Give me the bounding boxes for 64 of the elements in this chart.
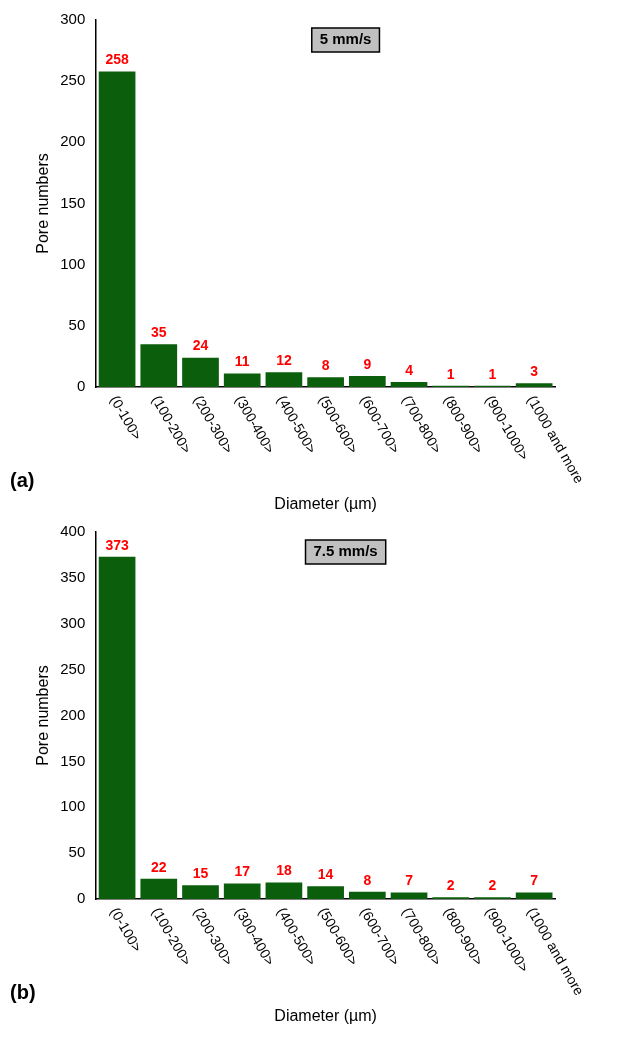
y-axis-title: Pore numbers [34, 665, 52, 766]
bar [182, 885, 219, 899]
bar [140, 878, 178, 899]
data-label: 8 [321, 357, 330, 374]
y-tick-label: 350 [60, 568, 86, 586]
text: (a) [10, 469, 35, 491]
data-label: 7 [530, 872, 539, 889]
data-label: 17 [234, 863, 251, 880]
data-label: 11 [234, 353, 250, 370]
data-label: 15 [192, 865, 209, 882]
data-label: 24 [192, 337, 209, 354]
y-tick-label: 100 [60, 254, 86, 272]
data-label: 35 [151, 324, 167, 341]
bar [223, 883, 261, 899]
bar [390, 382, 428, 387]
y-tick-label: 400 [60, 522, 86, 540]
bar [265, 882, 303, 899]
y-tick-label: 150 [60, 751, 86, 769]
y-tick-label: 100 [60, 797, 86, 815]
bar [515, 383, 553, 387]
data-label: 14 [317, 866, 334, 883]
data-label: 1 [488, 365, 497, 382]
data-label: 3 [530, 363, 539, 380]
y-tick-label: 0 [76, 377, 86, 395]
y-tick-label: 50 [68, 315, 86, 333]
data-label: 9 [363, 355, 372, 372]
bar [98, 556, 136, 899]
y-tick-label: 200 [60, 705, 86, 723]
data-label: 373 [105, 536, 129, 553]
x-axis-title: Diameter (µm) [274, 1007, 377, 1024]
data-label: 7 [405, 872, 414, 889]
y-tick-label: 300 [60, 10, 86, 28]
data-label: 2 [488, 877, 497, 894]
bar [98, 71, 136, 387]
bar [182, 357, 219, 387]
data-label: 2 [446, 877, 455, 894]
data-label: 8 [363, 871, 372, 888]
data-label: 22 [151, 858, 167, 875]
data-label: 12 [276, 352, 292, 369]
y-tick-label: 0 [76, 889, 86, 907]
y-tick-label: 250 [60, 659, 86, 677]
data-label: 18 [276, 862, 292, 879]
text: (b) [10, 981, 36, 1003]
bar [348, 375, 386, 387]
bar [140, 344, 178, 387]
bar [390, 892, 428, 899]
y-tick-label: 150 [60, 193, 86, 211]
bar [307, 886, 344, 899]
bar [348, 891, 386, 899]
bar [307, 377, 344, 387]
y-tick-label: 300 [60, 613, 86, 631]
text: 7.5 mm/s [313, 542, 378, 560]
y-tick-label: 250 [60, 71, 86, 89]
y-tick-label: 200 [60, 132, 86, 150]
x-axis-title: Diameter (µm) [274, 495, 377, 512]
y-tick-label: 50 [68, 843, 86, 861]
data-label: 1 [446, 365, 455, 382]
data-label: 4 [405, 361, 414, 378]
bar [223, 373, 261, 387]
text: 5 mm/s [319, 30, 372, 48]
data-label: 258 [105, 51, 129, 68]
bar [265, 372, 303, 387]
y-axis-title: Pore numbers [34, 153, 52, 254]
bar [515, 892, 553, 899]
